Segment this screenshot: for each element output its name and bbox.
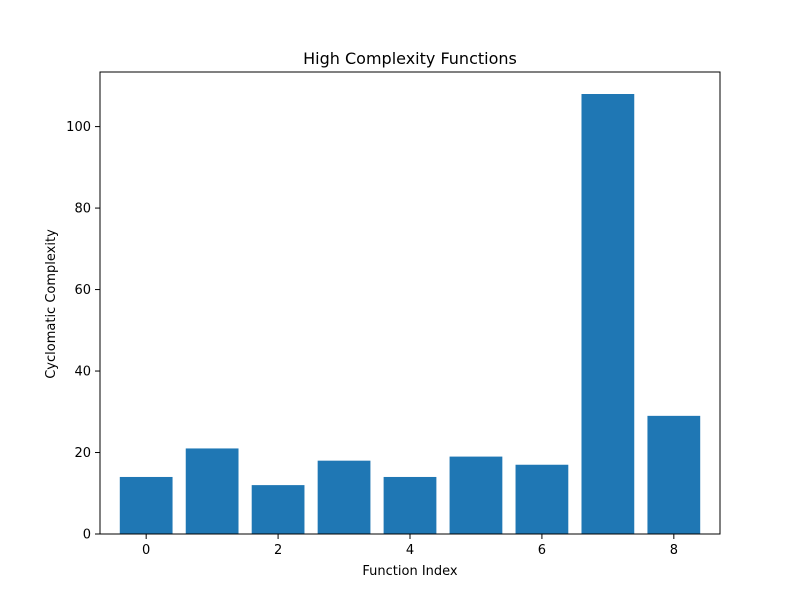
y-axis-label: Cyclomatic Complexity (44, 229, 59, 379)
bar-2 (251, 485, 305, 534)
x-tick-label-6: 6 (538, 543, 546, 558)
y-tick-label-40: 40 (74, 365, 91, 380)
bar-6 (515, 464, 569, 534)
x-tick-label-0: 0 (142, 543, 150, 558)
y-tick-label-20: 20 (74, 446, 91, 461)
y-tick-label-100: 100 (66, 120, 91, 135)
x-tick-label-2: 2 (274, 543, 282, 558)
bar-5 (449, 456, 503, 534)
bar-0 (119, 476, 173, 534)
axes-frame (99, 71, 721, 535)
x-axis-label: Function Index (362, 564, 458, 579)
bar-7 (581, 94, 635, 534)
chart-title: High Complexity Functions (303, 49, 517, 68)
x-tick-label-8: 8 (670, 543, 678, 558)
bar-1 (185, 448, 239, 534)
y-tick-label-0: 0 (83, 528, 91, 543)
bar-3 (317, 460, 371, 534)
bar-8 (647, 415, 701, 534)
y-tick-label-80: 80 (74, 202, 91, 217)
y-axis: 0 20 40 60 80 100 (66, 120, 100, 543)
bars-group (119, 94, 701, 534)
y-tick-label-60: 60 (74, 283, 91, 298)
bar-4 (383, 476, 437, 534)
x-axis: 0 2 4 6 8 (142, 534, 678, 558)
x-tick-label-4: 4 (406, 543, 414, 558)
